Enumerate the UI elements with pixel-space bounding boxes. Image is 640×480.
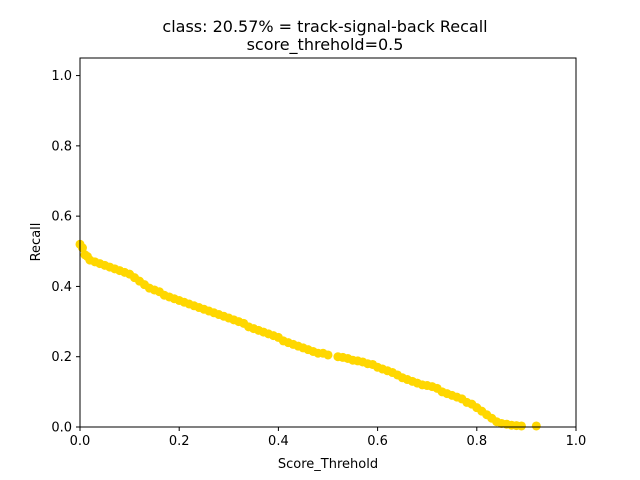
x-tick-label: 0.0 [70,434,91,449]
x-axis-ticks: 0.0 0.2 0.4 0.6 0.8 1.0 [70,427,587,449]
chart-subtitle: score_threhold=0.5 [247,35,404,55]
chart-title: class: 20.57% = track-signal-back Recall [162,17,487,36]
x-tick-label: 0.2 [169,434,190,449]
y-tick-label: 0.6 [51,210,72,225]
x-tick-label: 1.0 [566,434,587,449]
y-tick-label: 0.8 [51,139,72,154]
y-axis-label: Recall [29,223,44,262]
y-axis-ticks: 0.0 0.2 0.4 0.6 0.8 1.0 [51,69,80,436]
data-point [516,421,526,431]
x-tick-label: 0.6 [367,434,388,449]
y-tick-label: 0.4 [51,280,72,295]
x-tick-label: 0.8 [466,434,487,449]
data-point [323,350,333,360]
y-tick-label: 0.2 [51,350,72,365]
data-points [75,239,541,431]
x-axis-label: Score_Threhold [278,457,378,472]
plot-frame [79,57,577,428]
y-tick-label: 1.0 [51,69,72,84]
data-point [531,421,541,431]
x-tick-label: 0.4 [268,434,289,449]
y-tick-label: 0.0 [51,421,72,436]
